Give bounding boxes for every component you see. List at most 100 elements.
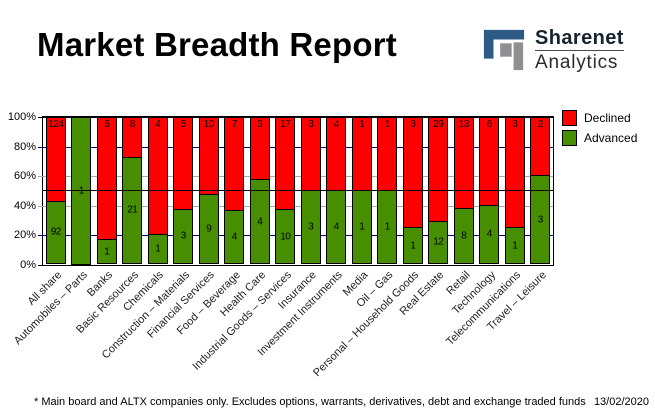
advanced-value: 9 [206, 223, 212, 235]
declined-segment: 10 [198, 117, 219, 195]
logo-line1: Sharenet [535, 27, 624, 49]
declined-value: 124 [48, 119, 64, 130]
sharenet-logo: Sharenet Analytics [482, 27, 624, 73]
declined-value: 3 [512, 119, 518, 130]
advanced-value: 10 [280, 231, 291, 243]
advanced-value: 1 [512, 240, 518, 251]
advanced-segment: 1 [96, 239, 117, 264]
gridline-40 [38, 205, 553, 207]
bar-basic-resources: 8 21 [122, 117, 143, 265]
declined-segment: 7 [224, 117, 245, 212]
logo-line2: Analytics [535, 52, 619, 73]
declined-value: 17 [280, 119, 291, 130]
declined-segment: 8 [122, 117, 143, 158]
declined-segment: 3 [402, 117, 423, 228]
advanced-segment: 1 [351, 190, 372, 264]
declined-value: 1 [384, 119, 391, 130]
declined-value: 2 [537, 119, 544, 130]
advanced-segment: 10 [275, 209, 296, 264]
gridline-80 [38, 146, 553, 148]
declined-label: Declined [584, 111, 631, 125]
advanced-value: 92 [50, 226, 62, 238]
gridline-60 [38, 176, 553, 178]
sharenet-s-icon [483, 29, 525, 71]
advanced-label: Advanced [584, 131, 638, 145]
declined-segment: 1 [377, 117, 398, 191]
declined-segment: 3 [300, 117, 321, 191]
y-axis-label: 100% [7, 111, 36, 123]
advanced-segment: 1 [504, 227, 525, 264]
advanced-value: 12 [433, 236, 444, 248]
y-axis-label: 40% [13, 199, 36, 212]
advanced-value: 1 [155, 243, 161, 255]
advanced-segment: 12 [428, 220, 449, 264]
bar-financial-services: 10 9 [198, 117, 219, 265]
logo-divider [535, 50, 624, 51]
advanced-value: 1 [410, 240, 416, 251]
declined-value: 10 [203, 119, 215, 130]
declined-value: 4 [155, 119, 161, 130]
advanced-value: 3 [537, 214, 544, 226]
gridline-100 [38, 117, 553, 118]
plot-area: 124 92 1 5 1 8 21 4 1 5 3 10 9 7 4 3 4 17 10 3 3 4 4 1 1 1 1 3 1 29 12… [38, 116, 554, 266]
declined-value: 4 [333, 119, 340, 130]
gridline-0 [38, 265, 553, 266]
y-axis: 100% 80% 60% 40% 20% 0% [0, 111, 37, 271]
declined-segment: 3 [249, 117, 270, 181]
declined-segment: 13 [453, 117, 474, 209]
bar-industrial-goods-services: 17 10 [275, 117, 296, 265]
advanced-segment: 3 [300, 190, 321, 264]
declined-segment: 5 [173, 117, 194, 210]
bar-retail: 13 8 [453, 117, 474, 265]
declined-segment: 3 [504, 117, 525, 228]
advanced-swatch [562, 130, 577, 146]
declined-value: 1 [359, 119, 365, 130]
advanced-value: 4 [333, 221, 340, 233]
advanced-segment: 3 [173, 208, 194, 264]
advanced-value: 1 [78, 185, 85, 197]
declined-segment: 1 [351, 117, 372, 191]
declined-swatch [562, 110, 577, 126]
page-title: Market Breadth Report [37, 26, 397, 63]
declined-segment: 5 [96, 117, 117, 241]
legend-item-declined: Declined [562, 110, 637, 126]
declined-segment: 17 [275, 117, 296, 211]
declined-value: 29 [433, 119, 444, 130]
report-date: 13/02/2020 [593, 396, 649, 408]
advanced-value: 4 [257, 216, 263, 228]
declined-segment: 2 [530, 117, 551, 177]
gridline-20 [38, 235, 553, 237]
advanced-segment: 1 [402, 227, 423, 264]
declined-value: 5 [180, 119, 187, 130]
bar-all-share: 124 92 [45, 117, 66, 265]
declined-segment: 4 [326, 117, 347, 191]
advanced-value: 1 [384, 221, 391, 233]
declined-value: 3 [257, 119, 263, 130]
advanced-segment: 1 [147, 234, 168, 264]
bar-automobiles-parts: 1 [71, 117, 92, 265]
advanced-segment: 4 [249, 179, 270, 264]
declined-value: 8 [129, 119, 136, 130]
reference-line-50 [43, 190, 553, 191]
advanced-value: 21 [127, 204, 138, 216]
advanced-segment: 21 [122, 156, 143, 264]
declined-segment: 6 [479, 117, 500, 206]
advanced-segment: 9 [198, 193, 219, 264]
advanced-value: 3 [308, 221, 314, 233]
advanced-value: 1 [359, 221, 365, 233]
advanced-value: 4 [231, 231, 238, 243]
advanced-value: 4 [486, 228, 493, 240]
advanced-value: 3 [180, 230, 187, 242]
